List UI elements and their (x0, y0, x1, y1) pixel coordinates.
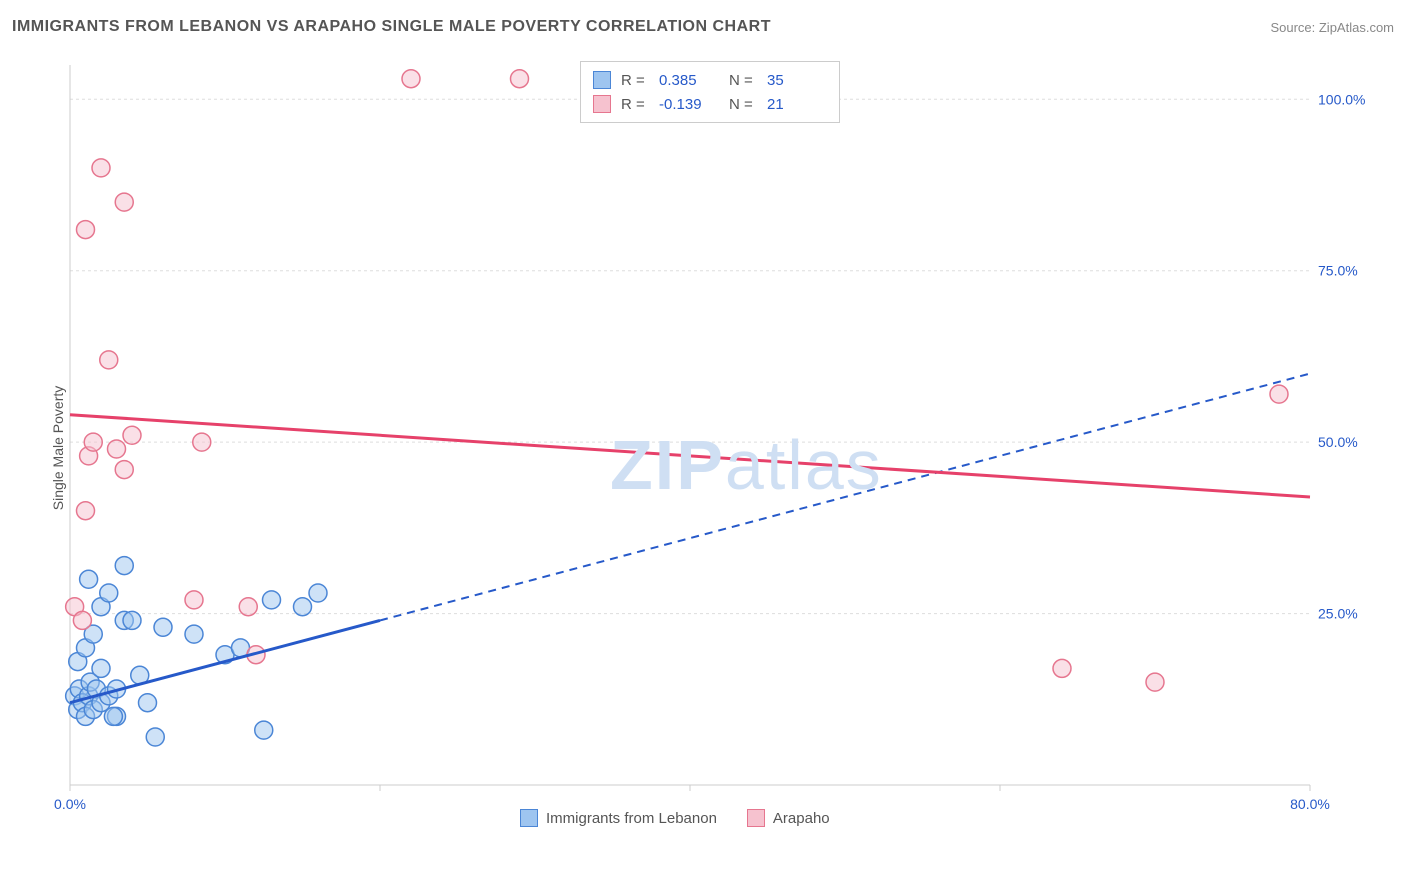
legend-item-lebanon: Immigrants from Lebanon (520, 809, 717, 827)
svg-text:75.0%: 75.0% (1318, 263, 1358, 279)
n-value-lebanon: 35 (767, 72, 827, 89)
legend-label-lebanon: Immigrants from Lebanon (546, 810, 717, 827)
legend-label-arapaho: Arapaho (773, 810, 830, 827)
svg-text:0.0%: 0.0% (54, 796, 86, 812)
correlation-row-arapaho: R = -0.139 N = 21 (593, 92, 827, 116)
chart-area: Single Male Poverty 25.0% 50.0% 75.0% 100.0… (50, 55, 1380, 825)
chart-source: Source: ZipAtlas.com (1270, 20, 1394, 35)
n-value-arapaho: 21 (767, 96, 827, 113)
r-value-lebanon: 0.385 (659, 72, 719, 89)
chart-header: IMMIGRANTS FROM LEBANON VS ARAPAHO SINGL… (12, 12, 1394, 42)
svg-text:25.0%: 25.0% (1318, 606, 1358, 622)
svg-text:50.0%: 50.0% (1318, 434, 1358, 450)
swatch-lebanon (593, 71, 611, 89)
chart-title: IMMIGRANTS FROM LEBANON VS ARAPAHO SINGL… (12, 18, 771, 36)
legend-swatch-arapaho (747, 809, 765, 827)
n-label: N = (729, 72, 757, 89)
correlation-row-lebanon: R = 0.385 N = 35 (593, 68, 827, 92)
y-axis-label: Single Male Poverty (50, 386, 66, 511)
scatter-plot: 25.0% 50.0% 75.0% 100.0% 0.0% 80.0% (50, 55, 1380, 825)
swatch-arapaho (593, 95, 611, 113)
legend-item-arapaho: Arapaho (747, 809, 830, 827)
r-label: R = (621, 96, 649, 113)
r-value-arapaho: -0.139 (659, 96, 719, 113)
legend-swatch-lebanon (520, 809, 538, 827)
series-legend: Immigrants from Lebanon Arapaho (520, 809, 830, 827)
svg-text:80.0%: 80.0% (1290, 796, 1330, 812)
svg-text:100.0%: 100.0% (1318, 91, 1365, 107)
n-label: N = (729, 96, 757, 113)
correlation-legend: R = 0.385 N = 35 R = -0.139 N = 21 (580, 61, 840, 123)
r-label: R = (621, 72, 649, 89)
